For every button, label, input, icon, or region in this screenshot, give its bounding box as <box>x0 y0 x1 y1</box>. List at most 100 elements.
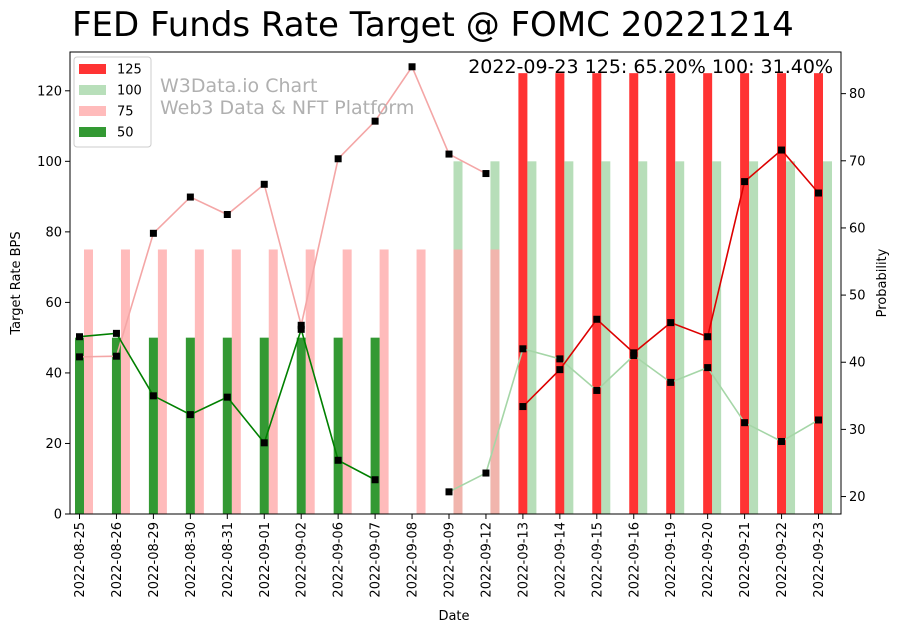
bar-75-2022-09-09 <box>453 249 463 514</box>
marker-50-probability-2022-08-26 <box>112 329 120 337</box>
bar-100-2022-09-15 <box>601 161 611 514</box>
marker-50-probability-2022-08-31 <box>223 393 231 401</box>
bar-125-2022-09-15 <box>592 73 602 514</box>
bar-50-2022-08-30 <box>185 337 195 514</box>
y-tick-label-20: 20 <box>45 437 62 452</box>
legend-label-75: 75 <box>117 105 134 120</box>
marker-75-probability-2022-09-08 <box>408 63 416 71</box>
bar-50-2022-08-26 <box>111 337 121 514</box>
marker-100-probability-2022-09-13 <box>519 345 527 353</box>
x-tick-label-2022-08-26: 2022-08-26 <box>110 522 125 598</box>
marker-125-probability-2022-09-15 <box>593 315 601 323</box>
y2-tick-label-30: 30 <box>849 423 866 438</box>
lines-layer <box>76 63 822 496</box>
marker-125-probability-2022-09-23 <box>815 189 822 197</box>
x-tick-label-2022-09-23: 2022-09-23 <box>812 522 827 598</box>
legend: 125 100 75 50 <box>73 56 152 148</box>
bar-50-2022-09-01 <box>259 337 269 514</box>
bar-75-2022-09-06 <box>342 249 352 514</box>
marker-75-probability-2022-08-25 <box>76 353 83 361</box>
y-tick-label-80: 80 <box>45 225 62 240</box>
x-tick-label-2022-08-29: 2022-08-29 <box>147 522 162 598</box>
marker-75-probability-2022-08-30 <box>186 193 194 201</box>
x-tick-label-2022-09-13: 2022-09-13 <box>516 522 531 598</box>
bar-125-2022-09-22 <box>777 73 787 514</box>
marker-75-probability-2022-08-31 <box>223 211 231 219</box>
y-tick-label-40: 40 <box>45 366 62 381</box>
x-tick-label-2022-08-30: 2022-08-30 <box>184 522 199 598</box>
bar-50-2022-08-31 <box>222 337 232 514</box>
marker-75-probability-2022-09-09 <box>445 150 453 158</box>
bar-125-2022-09-20 <box>703 73 713 514</box>
y2-tick-label-70: 70 <box>849 154 866 169</box>
bar-50-2022-09-07 <box>370 337 380 514</box>
bar-125-2022-09-23 <box>814 73 823 514</box>
marker-100-probability-2022-09-20 <box>704 364 712 372</box>
marker-125-probability-2022-09-14 <box>556 366 564 374</box>
marker-100-probability-2022-09-12 <box>482 469 490 477</box>
x-tick-label-2022-09-20: 2022-09-20 <box>701 522 716 598</box>
bar-75-2022-09-02 <box>305 249 315 514</box>
x-axis-label: Date <box>438 609 469 624</box>
bar-75-2022-09-12 <box>490 249 500 514</box>
bar-125-2022-09-13 <box>518 73 528 514</box>
marker-100-probability-2022-09-09 <box>445 488 453 496</box>
marker-50-probability-2022-09-01 <box>260 439 268 447</box>
bar-50-2022-09-02 <box>296 337 306 514</box>
marker-75-probability-2022-09-02 <box>297 321 305 329</box>
legend-label-125: 125 <box>117 63 142 78</box>
marker-75-probability-2022-08-29 <box>149 229 157 237</box>
x-tick-label-2022-09-16: 2022-09-16 <box>627 522 642 598</box>
marker-50-probability-2022-09-06 <box>334 456 342 464</box>
bar-75-2022-09-01 <box>268 249 278 514</box>
y-tick-label-60: 60 <box>45 296 62 311</box>
y2-tick-label-40: 40 <box>849 356 866 371</box>
axes-layer: 0 20 40 60 80 100 120 20 30 40 50 60 70 80 2022-08-25 2… <box>37 84 865 597</box>
legend-swatch-125 <box>79 64 106 74</box>
x-tick-label-2022-09-22: 2022-09-22 <box>775 522 790 598</box>
bar-125-2022-09-14 <box>555 73 565 514</box>
x-tick-label-2022-09-08: 2022-09-08 <box>406 522 421 598</box>
bar-125-2022-09-21 <box>740 73 750 514</box>
marker-75-probability-2022-09-06 <box>334 155 342 163</box>
x-tick-label-2022-09-19: 2022-09-19 <box>664 522 679 598</box>
chart-title: FED Funds Rate Target @ FOMC 20221214 <box>72 5 794 45</box>
y2-tick-label-20: 20 <box>849 490 866 505</box>
bar-75-2022-09-08 <box>416 249 426 514</box>
marker-100-probability-2022-09-15 <box>593 386 601 394</box>
bar-50-2022-09-06 <box>333 337 343 514</box>
x-tick-label-2022-09-21: 2022-09-21 <box>738 522 753 598</box>
x-tick-label-2022-09-02: 2022-09-02 <box>295 522 310 598</box>
legend-label-100: 100 <box>117 84 142 99</box>
bar-100-2022-09-23 <box>823 161 832 514</box>
bars-layer <box>75 73 832 514</box>
bar-50-2022-08-29 <box>148 337 158 514</box>
marker-50-probability-2022-08-29 <box>149 392 157 400</box>
bar-75-2022-08-29 <box>157 249 167 514</box>
marker-75-probability-2022-08-26 <box>112 352 120 360</box>
bar-75-2022-08-30 <box>194 249 204 514</box>
y2-tick-label-50: 50 <box>849 289 866 304</box>
marker-100-probability-2022-09-14 <box>556 355 564 363</box>
bar-75-2022-08-31 <box>231 249 241 514</box>
legend-swatch-100 <box>79 85 106 95</box>
y-axis-label: Target Rate BPS <box>9 231 24 335</box>
marker-125-probability-2022-09-13 <box>519 403 527 411</box>
x-tick-label-2022-09-01: 2022-09-01 <box>258 522 273 598</box>
bar-100-2022-09-13 <box>527 161 537 514</box>
marker-125-probability-2022-09-22 <box>778 146 786 154</box>
bar-100-2022-09-19 <box>675 161 685 514</box>
bar-75-2022-08-25 <box>84 249 93 514</box>
x-tick-label-2022-09-15: 2022-09-15 <box>590 522 605 598</box>
marker-75-probability-2022-09-07 <box>371 117 379 125</box>
marker-125-probability-2022-09-20 <box>704 333 712 341</box>
legend-swatch-75 <box>79 106 106 116</box>
x-tick-label-2022-09-06: 2022-09-06 <box>332 522 347 598</box>
bar-100-2022-09-16 <box>638 161 648 514</box>
marker-100-probability-2022-09-22 <box>778 437 786 445</box>
marker-50-probability-2022-08-30 <box>186 411 194 419</box>
bar-75-2022-08-26 <box>120 249 130 514</box>
marker-75-probability-2022-09-01 <box>260 180 268 188</box>
bar-100-2022-09-22 <box>786 161 796 514</box>
